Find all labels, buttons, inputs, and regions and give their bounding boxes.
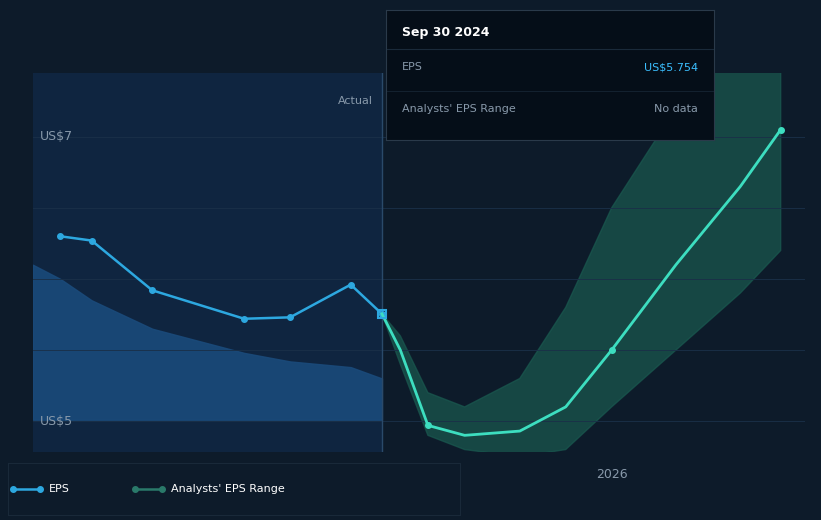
Text: 2024: 2024 xyxy=(228,467,260,480)
Bar xyxy=(33,73,382,452)
Text: Sep 30 2024: Sep 30 2024 xyxy=(402,26,490,39)
Text: US$5: US$5 xyxy=(40,414,73,427)
Text: US$7: US$7 xyxy=(40,131,73,144)
Text: Analysts' EPS Range: Analysts' EPS Range xyxy=(171,484,285,494)
Text: Analysts Forecasts: Analysts Forecasts xyxy=(404,96,507,106)
Text: EPS: EPS xyxy=(402,62,423,72)
Text: EPS: EPS xyxy=(49,484,70,494)
Text: 2026: 2026 xyxy=(596,467,627,480)
Text: Actual: Actual xyxy=(337,96,373,106)
Text: 2025: 2025 xyxy=(412,467,444,480)
Text: Analysts' EPS Range: Analysts' EPS Range xyxy=(402,104,516,114)
Text: US$5.754: US$5.754 xyxy=(644,62,698,72)
Text: 2023: 2023 xyxy=(44,467,76,480)
Text: No data: No data xyxy=(654,104,698,114)
